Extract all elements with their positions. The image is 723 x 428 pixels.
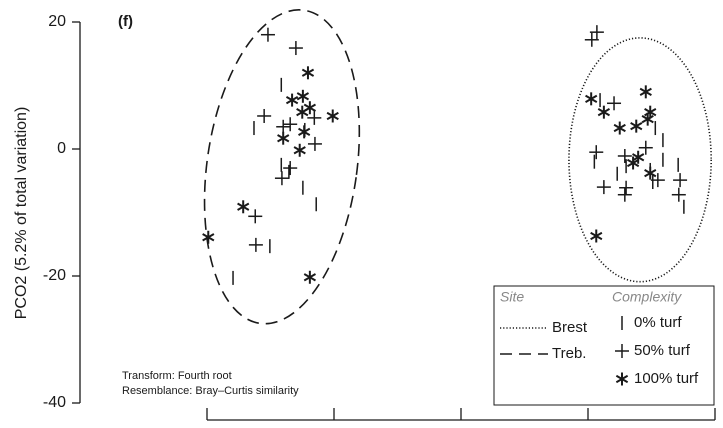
point xyxy=(671,187,686,202)
marker-stroke xyxy=(277,134,290,143)
point xyxy=(607,96,622,111)
panel-label: (f) xyxy=(118,13,133,30)
point xyxy=(202,230,215,244)
point xyxy=(589,145,604,160)
marker-stroke xyxy=(632,153,645,162)
point xyxy=(673,173,688,188)
point xyxy=(589,25,604,40)
marker-stroke xyxy=(641,115,654,124)
point xyxy=(638,140,653,155)
point xyxy=(283,161,298,176)
point xyxy=(596,180,611,195)
point xyxy=(274,171,289,186)
marker-stroke xyxy=(644,169,657,178)
marker-stroke xyxy=(644,108,657,117)
point xyxy=(307,136,322,151)
marker-stroke xyxy=(202,233,215,242)
point xyxy=(585,92,598,106)
marker-stroke xyxy=(639,87,652,96)
point xyxy=(584,32,599,47)
legend-marker xyxy=(615,372,629,386)
point xyxy=(237,200,250,214)
site-ellipse xyxy=(568,37,712,283)
marker-stroke xyxy=(296,92,310,101)
point xyxy=(630,119,643,133)
marker-stroke xyxy=(613,123,626,133)
annotation: Transform: Fourth root xyxy=(122,370,232,382)
y-tick-label: -40 xyxy=(43,394,66,411)
y-axis-label: PCO2 (5.2% of total variation) xyxy=(13,107,30,320)
marker-stroke xyxy=(590,231,603,241)
point xyxy=(303,270,316,284)
marker-stroke xyxy=(626,158,640,168)
point xyxy=(257,108,272,123)
point xyxy=(285,93,299,107)
point xyxy=(619,180,634,195)
marker-stroke xyxy=(285,95,299,105)
site-ellipse xyxy=(203,9,361,325)
point xyxy=(298,125,311,139)
legend-marker xyxy=(615,344,629,358)
marker-stroke xyxy=(303,273,316,282)
annotation: Resemblance: Bray–Curtis similarity xyxy=(122,385,299,397)
point xyxy=(644,105,657,119)
y-tick-label: 0 xyxy=(57,140,66,157)
point xyxy=(283,117,298,132)
y-tick-label: 20 xyxy=(48,13,66,30)
point xyxy=(301,66,315,80)
point xyxy=(626,156,640,170)
point xyxy=(248,237,263,252)
point xyxy=(641,112,654,126)
point xyxy=(639,85,652,99)
marker-stroke xyxy=(296,108,309,117)
point xyxy=(617,148,632,163)
marker-stroke xyxy=(298,127,311,136)
marker-stroke xyxy=(293,146,306,155)
legend-label: Brest xyxy=(552,319,588,336)
point xyxy=(644,166,657,180)
y-tick-label: -20 xyxy=(43,267,66,284)
point xyxy=(260,27,275,42)
point xyxy=(590,229,603,243)
legend-label: Treb. xyxy=(552,345,586,362)
legend-label: 100% turf xyxy=(634,370,699,387)
point xyxy=(650,173,665,188)
point xyxy=(276,119,291,134)
point xyxy=(288,41,303,56)
point xyxy=(248,209,263,224)
marker-stroke xyxy=(237,202,250,211)
marker-stroke xyxy=(630,122,643,131)
marker-stroke xyxy=(615,374,629,384)
legend-title: Site xyxy=(500,289,524,305)
point xyxy=(613,121,626,135)
point xyxy=(617,187,632,202)
point xyxy=(296,105,309,119)
marker-stroke xyxy=(301,68,315,77)
point xyxy=(293,143,306,157)
marker-stroke xyxy=(585,94,598,103)
legend-box xyxy=(493,285,715,406)
point xyxy=(307,110,322,125)
legend-label: 0% turf xyxy=(634,314,682,331)
legend-title: Complexity xyxy=(612,289,682,305)
point xyxy=(277,131,290,145)
point xyxy=(632,150,645,164)
point xyxy=(296,89,310,103)
marker-stroke xyxy=(597,108,611,117)
legend-label: 50% turf xyxy=(634,342,691,359)
point xyxy=(326,109,339,123)
marker-stroke xyxy=(326,111,339,121)
point xyxy=(597,105,611,119)
